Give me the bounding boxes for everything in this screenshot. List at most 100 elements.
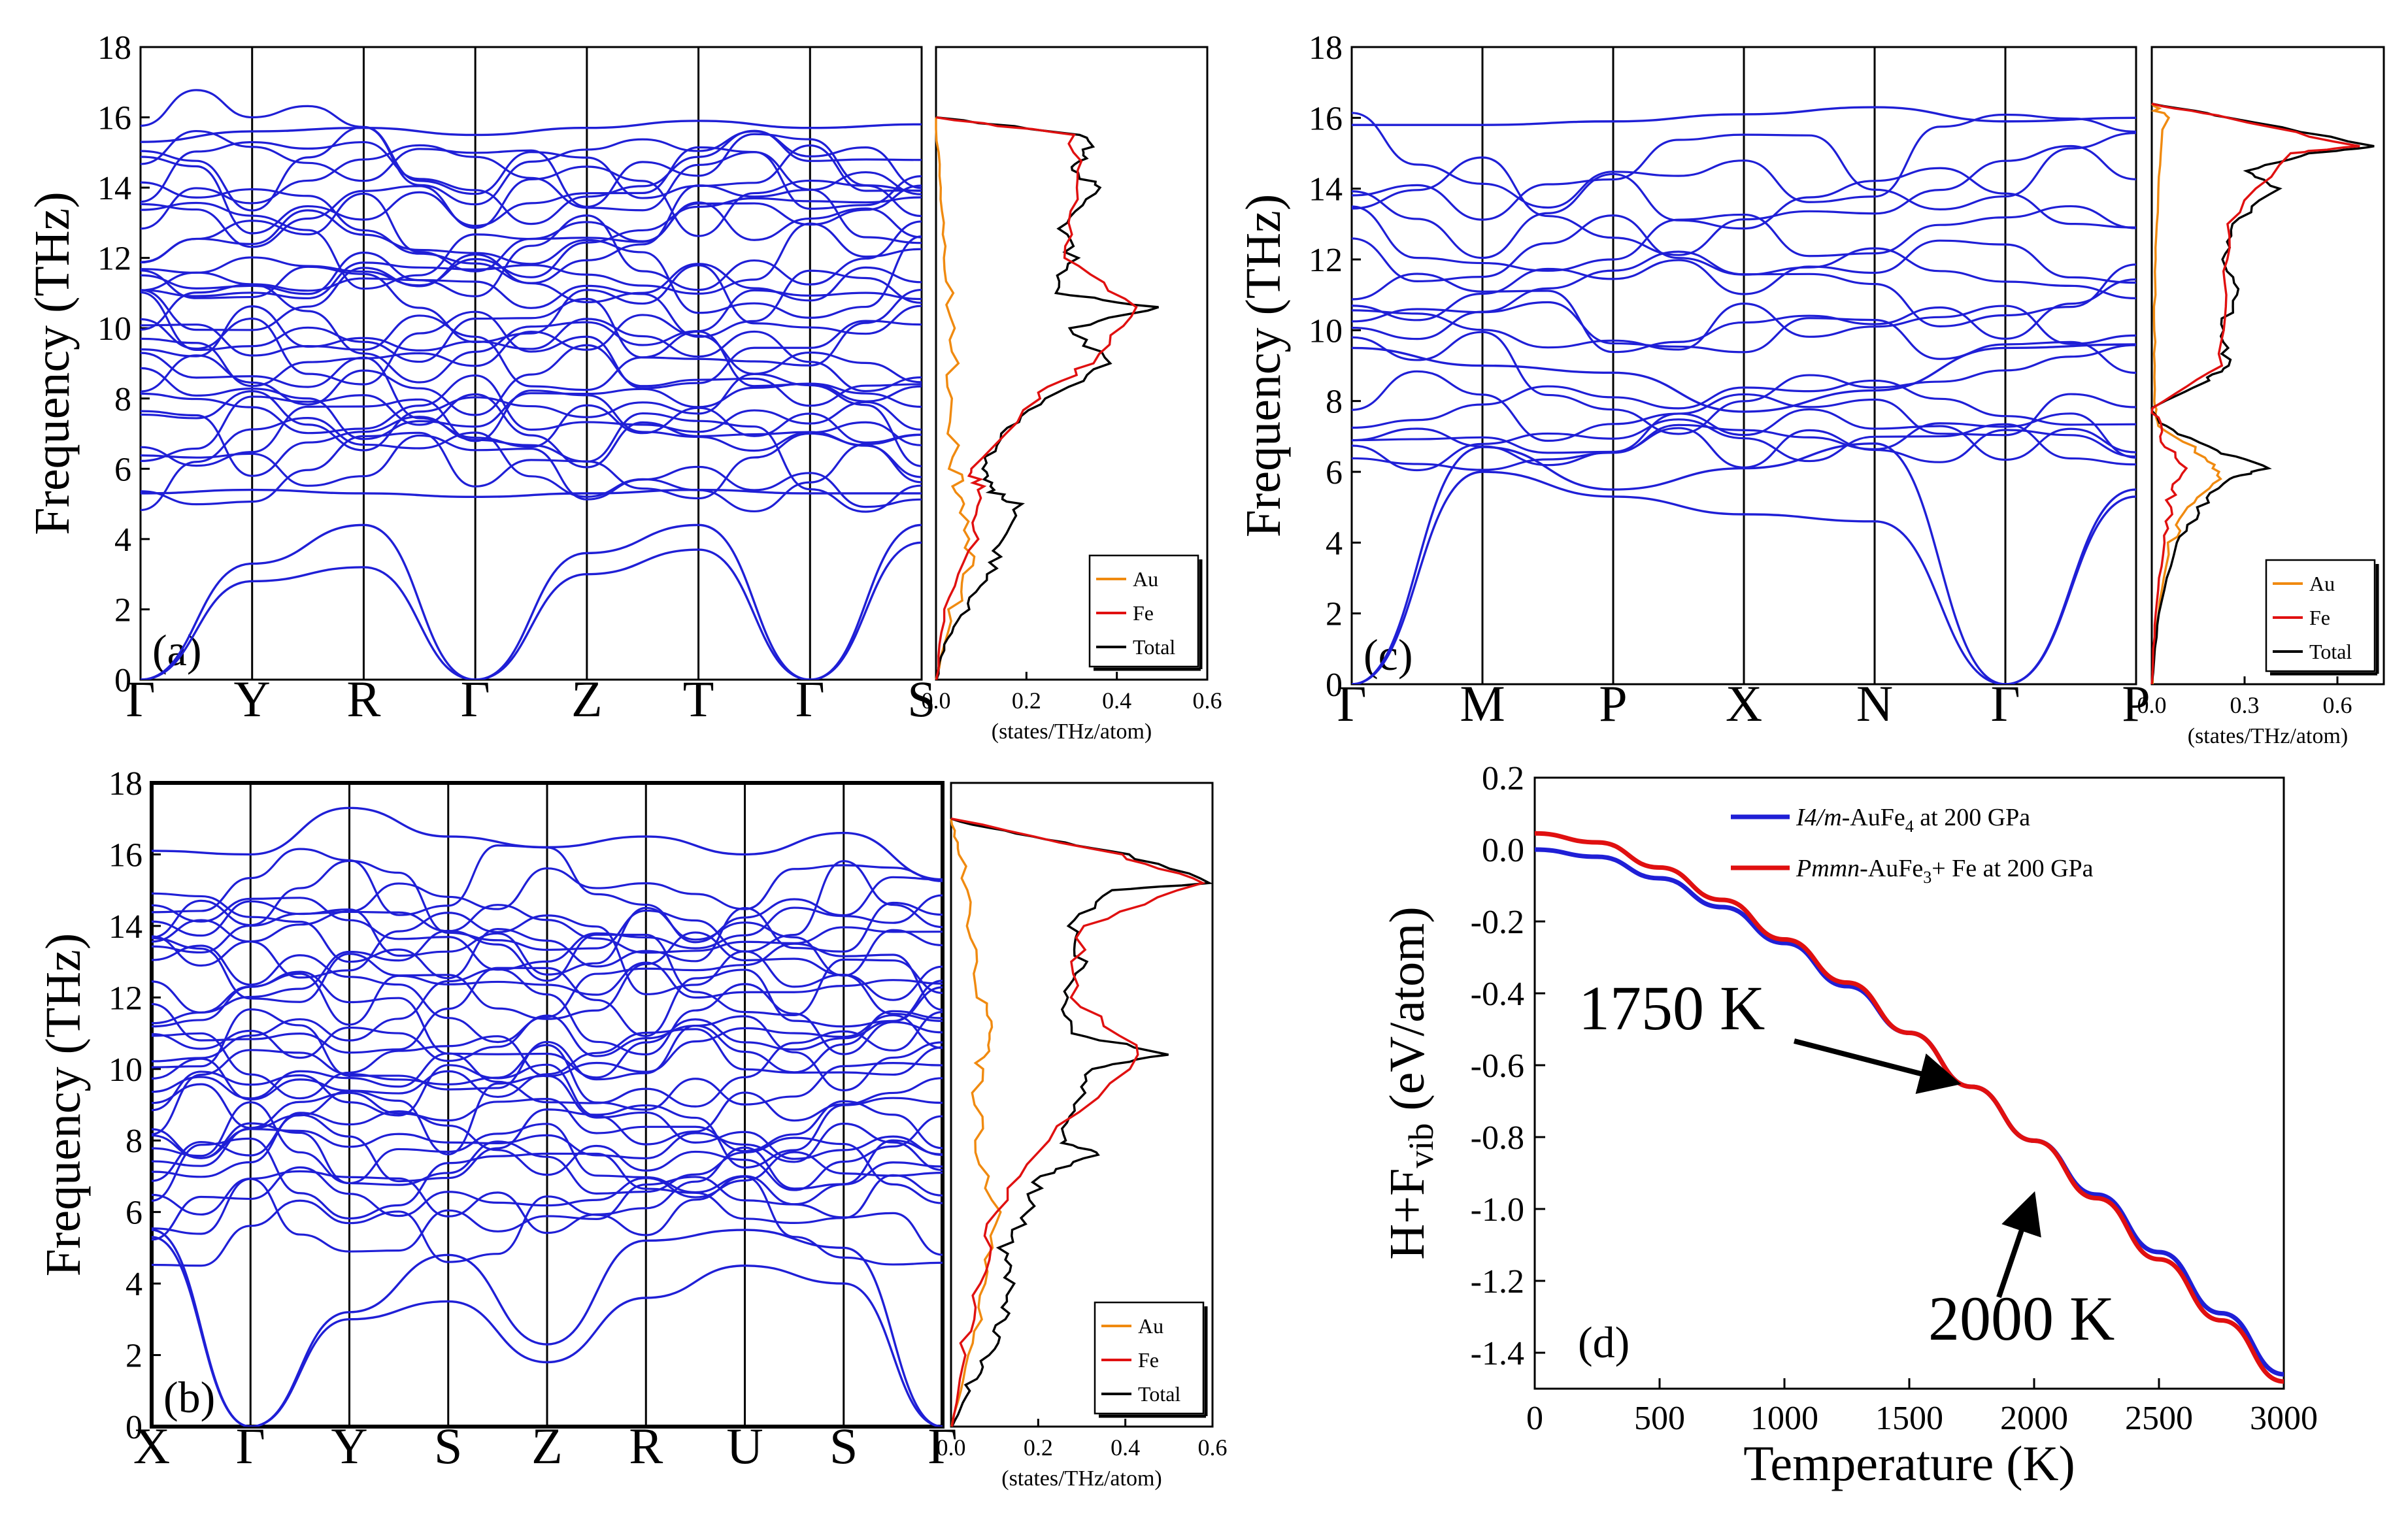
band-optical: [152, 859, 943, 953]
y-tick-label: 2: [1326, 596, 1343, 633]
dos-x-tick-label: 0.3: [2230, 692, 2260, 718]
high-symmetry-label: Γ: [1337, 675, 1366, 732]
band-optical: [141, 314, 922, 388]
high-symmetry-label: S: [434, 1417, 462, 1474]
band-optical: [152, 864, 943, 967]
y-tick-label: 8: [1326, 384, 1343, 421]
y-tick-label: 18: [109, 765, 142, 802]
high-symmetry-label: T: [683, 670, 714, 727]
y-tick-label: 2: [125, 1338, 142, 1375]
high-symmetry-label: Y: [234, 670, 271, 727]
band-optical: [152, 1176, 943, 1267]
y-tick-label: 8: [114, 381, 131, 418]
x-tick-label: 3000: [2250, 1400, 2318, 1437]
high-symmetry-label: Γ: [795, 670, 825, 727]
panel-label: (d): [1578, 1317, 1630, 1367]
y-tick-label: -1.0: [1471, 1191, 1524, 1229]
band-optical: [152, 1101, 943, 1206]
y-tick-label: 6: [125, 1195, 142, 1232]
y-tick-label: 4: [1326, 525, 1343, 562]
high-symmetry-label: P: [1599, 675, 1627, 732]
high-symmetry-label: U: [726, 1417, 763, 1474]
high-symmetry-label: R: [346, 670, 380, 727]
band-optical: [152, 892, 943, 980]
band-optical: [152, 1083, 943, 1152]
legend-label: Fe: [2309, 606, 2330, 629]
band-optical: [1352, 408, 2136, 461]
band-optical: [152, 929, 943, 1016]
high-symmetry-label: X: [1726, 675, 1762, 732]
legend-label: Total: [1133, 635, 1175, 659]
band-optical: [141, 129, 922, 225]
y-tick-label: 0.2: [1482, 760, 1524, 797]
band-optical: [141, 184, 922, 273]
band-optical: [141, 129, 922, 208]
arrow-2000: [1996, 1191, 2041, 1299]
legend-label: I4/m-AuFe4 at 200 GPa: [1796, 804, 2030, 836]
band-optical: [1352, 331, 2136, 435]
y-axis-label: Frequency (THz): [25, 191, 80, 535]
y-tick-label: 12: [1309, 242, 1343, 279]
band-optical: [1352, 412, 2136, 471]
dos-x-tick-label: 0.4: [1102, 687, 1131, 714]
y-tick-label: 18: [97, 29, 131, 67]
band-acoustic-2: [1352, 442, 2136, 684]
high-symmetry-label: M: [1460, 675, 1505, 732]
high-symmetry-label: Γ: [1990, 675, 2020, 732]
band-optical: [141, 410, 922, 513]
high-symmetry-label: X: [133, 1417, 170, 1474]
y-tick-label: -1.2: [1471, 1263, 1524, 1300]
dos-x-tick-label: 0.6: [1193, 687, 1222, 714]
high-symmetry-label: Γ: [125, 670, 155, 727]
curve-0: [1534, 847, 2284, 1377]
band-optical: [1352, 370, 2136, 442]
high-symmetry-label: Γ: [461, 670, 490, 727]
dos-au-line: [935, 117, 976, 680]
band-optical: [1352, 273, 2136, 354]
panel-label: (b): [163, 1372, 215, 1422]
y-tick-label: -0.4: [1471, 976, 1524, 1013]
y-tick-label: 12: [109, 980, 142, 1017]
annotation-1750: 1750 K: [1579, 973, 1765, 1043]
band-acoustic-2: [141, 523, 922, 680]
high-symmetry-label: N: [1856, 675, 1893, 732]
band-optical: [152, 1139, 943, 1234]
legend-label: Au: [2309, 572, 2335, 595]
band-optical: [141, 374, 922, 435]
dos-x-tick-label: 0.2: [1024, 1434, 1053, 1461]
band-optical-top: [141, 120, 922, 143]
y-axis-label: H+Fvib (eV/atom): [1380, 906, 1441, 1259]
y-tick-label: 6: [1326, 454, 1343, 491]
high-symmetry-label: S: [907, 670, 935, 727]
band-optical: [141, 214, 922, 297]
dos-x-tick-label: 0.0: [922, 687, 951, 714]
high-symmetry-label: R: [629, 1417, 663, 1474]
band-optical: [141, 344, 922, 416]
band-optical: [141, 209, 922, 319]
y-tick-label: 0: [125, 1409, 142, 1446]
y-tick-label: 8: [125, 1123, 142, 1160]
band-optical: [1352, 418, 2136, 472]
y-tick-label: 14: [1309, 171, 1343, 208]
band-optical: [1352, 131, 2136, 221]
y-tick-label: 4: [125, 1266, 142, 1303]
dos-au-line: [950, 818, 1002, 1427]
band-group: [1352, 106, 2136, 684]
dos-panel-c: 0.0 0.3 0.6 (states/THz/atom) Au Fe Total: [2137, 46, 2385, 748]
dos-total-line: [2150, 103, 2375, 685]
band-optical: [152, 900, 943, 977]
energy-panel-d: 0 500 1000 1500 2000 2500 3000 -1.4 -1.2 -1.0 -0.8…: [1380, 760, 2318, 1491]
dos-x-tick-label: 0.6: [1198, 1434, 1228, 1461]
high-symmetry-label: Z: [571, 670, 603, 727]
high-symmetry-label: P: [2122, 675, 2150, 732]
y-tick-label: 14: [109, 908, 142, 946]
plot-frame: [139, 46, 923, 681]
y-tick-label: 0.0: [1482, 832, 1524, 869]
legend-label: Total: [1138, 1382, 1180, 1406]
band-optical: [1352, 112, 2136, 209]
y-tick-label: 16: [1309, 100, 1343, 137]
dos-fe-line: [2150, 103, 2360, 685]
band-group: [152, 806, 943, 1427]
